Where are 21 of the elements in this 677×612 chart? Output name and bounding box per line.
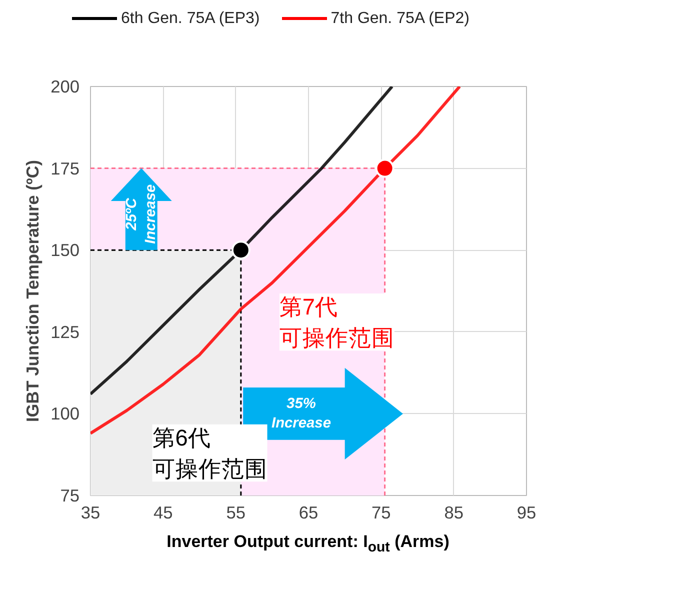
x-tick-label: 35 (80, 502, 100, 522)
x-tick-label: 95 (516, 502, 536, 522)
y-tick-label: 175 (50, 158, 80, 178)
y-tick-label: 100 (50, 404, 80, 424)
annotation: 第7代可操作范围 (279, 293, 394, 351)
y-tick-label: 125 (50, 322, 80, 342)
legend-label: 6th Gen. 75A (EP3) (121, 10, 260, 27)
x-tick-label: 45 (154, 502, 173, 522)
annotation: 第6代可操作范围 (152, 424, 268, 482)
x-axis-title: Inverter Output current: I$_{out}$ (Arms) (166, 530, 450, 558)
y-tick-label: 200 (50, 76, 80, 96)
x-tick-label: 55 (226, 502, 246, 522)
annotation: 35% Increase (271, 396, 331, 432)
x-tick-label: 85 (444, 502, 464, 522)
legend-label: 7th Gen. 75A (EP2) (330, 10, 470, 27)
y-tick-label: 150 (50, 240, 80, 260)
x-tick-label: 75 (372, 502, 391, 522)
y-axis-title: IGBT Junction Temperature (ºC) (22, 160, 43, 422)
x-tick-label: 65 (298, 502, 318, 522)
annotation: 25ºC Increase (124, 184, 159, 244)
y-tick-label: 75 (60, 485, 80, 506)
